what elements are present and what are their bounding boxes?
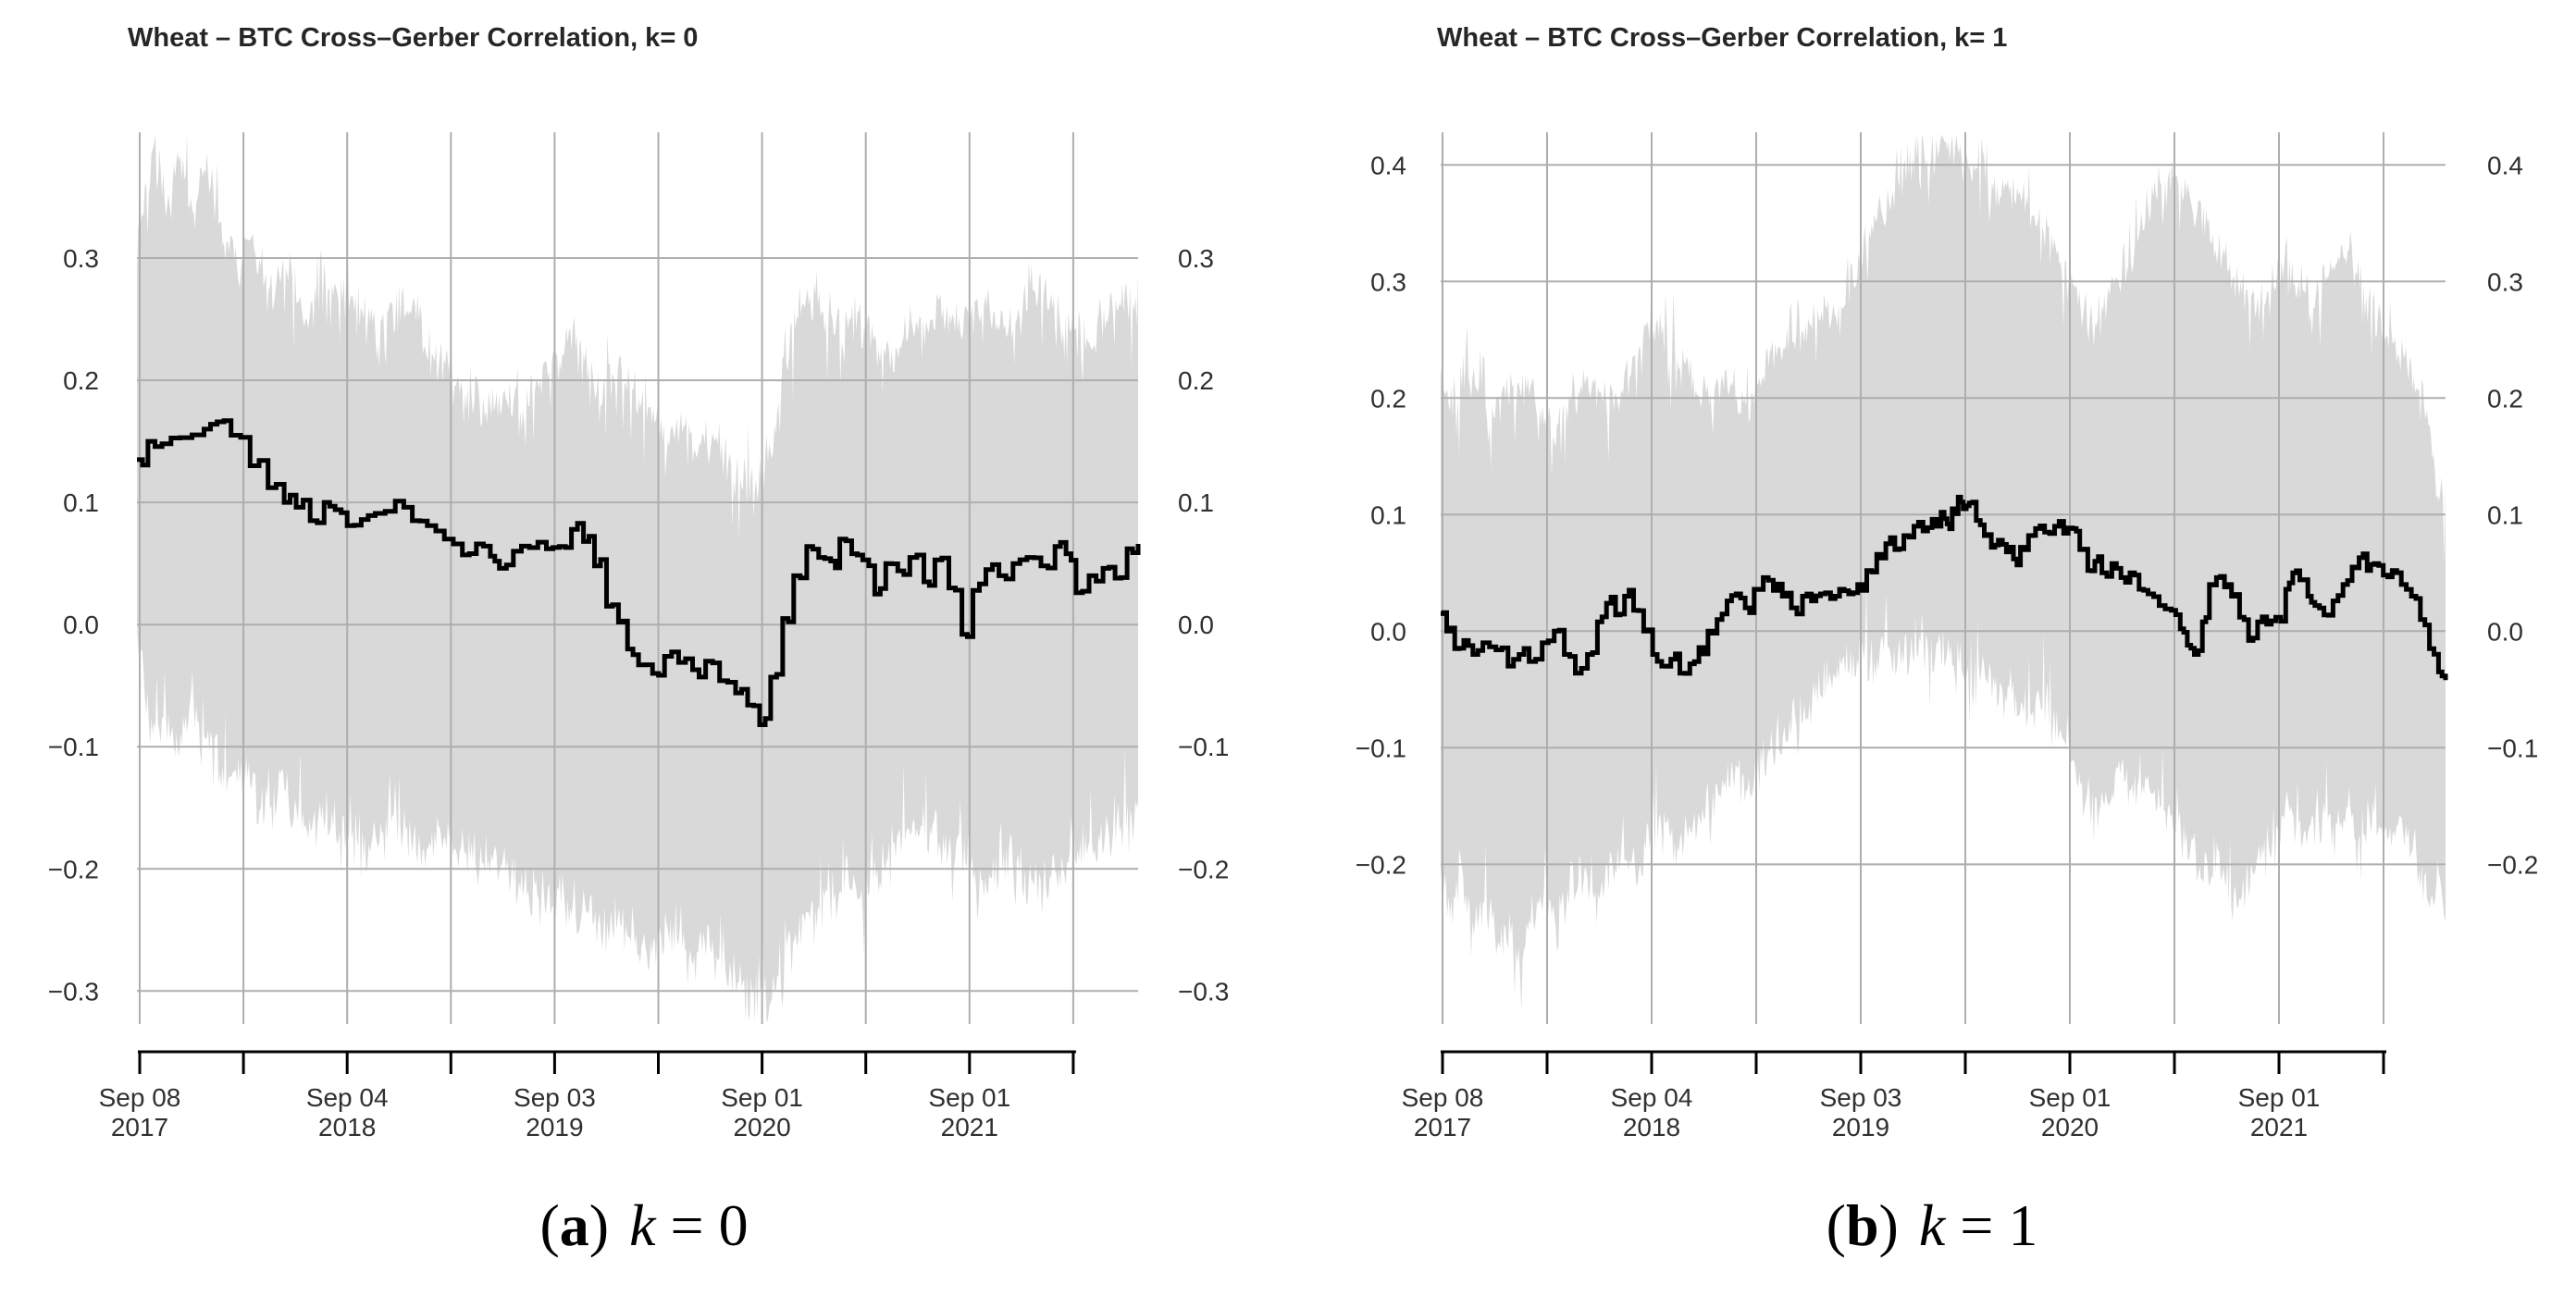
x-tick-label-date: Sep 03 [514, 1083, 596, 1112]
x-tick-label-date: Sep 01 [2238, 1083, 2321, 1112]
y-tick-label: 0.2 [1370, 384, 1406, 413]
y-tick-label: 0.2 [63, 366, 99, 395]
y-tick-label: 0.0 [1370, 617, 1406, 646]
y-tick-label: −0.1 [2487, 734, 2538, 762]
gridlines [1441, 132, 2446, 1024]
y-tick-label: 0.4 [2487, 151, 2523, 179]
x-tick-label-year: 2021 [941, 1113, 998, 1141]
y-tick-label: 0.2 [1178, 366, 1214, 395]
y-tick-label: 0.4 [1370, 151, 1406, 179]
x-tick-label-year: 2020 [2041, 1113, 2099, 1141]
x-tick-label-date: Sep 08 [99, 1083, 181, 1112]
caption-b-value: 1 [2008, 1192, 2038, 1258]
y-tick-label: −0.2 [2487, 850, 2538, 879]
y-tick-label: 0.1 [1178, 488, 1214, 517]
caption-a-open: ( [539, 1192, 560, 1258]
x-tick-label-year: 2021 [2250, 1113, 2308, 1141]
x-tick-label-date: Sep 01 [928, 1083, 1010, 1112]
y-tick-label: 0.1 [1370, 500, 1406, 529]
y-tick-label: 0.2 [2487, 384, 2523, 413]
x-axis [1441, 1050, 2386, 1074]
x-tick-label-date: Sep 04 [1611, 1083, 1693, 1112]
caption-b-letter: b [1845, 1192, 1879, 1258]
x-tick-label-date: Sep 04 [306, 1083, 389, 1112]
caption-a-value: 0 [718, 1192, 749, 1258]
confidence-band [137, 134, 1138, 1022]
chart-k0-figure: 0.3 0.2 0.1 0.0 −0.1 −0.2 −0.3 0.3 0.2 0.1 0.0 −0.1… [48, 23, 1230, 1141]
x-tick-label-year: 2018 [318, 1113, 376, 1141]
y-tick-label: 0.1 [2487, 500, 2523, 529]
caption-b: (b) k = 1 [1288, 1191, 2576, 1260]
y-tick-label: 0.0 [1178, 611, 1214, 639]
caption-a-close: ) [588, 1192, 610, 1258]
caption-a-equals: = [670, 1192, 704, 1258]
y-tick-label: 0.3 [2487, 267, 2523, 296]
x-tick-label-date: Sep 01 [721, 1083, 803, 1112]
y-tick-label: 0.3 [63, 244, 99, 273]
y-tick-label: −0.2 [1356, 850, 1406, 879]
y-tick-label: 0.0 [2487, 617, 2523, 646]
y-tick-label: −0.3 [1178, 977, 1229, 1006]
y-axis-labels-right: 0.3 0.2 0.1 0.0 −0.1 −0.2 −0.3 [1178, 244, 1229, 1006]
y-tick-label: −0.2 [48, 855, 99, 883]
caption-b-equals: = [1960, 1192, 1994, 1258]
chart-title: Wheat – BTC Cross–Gerber Correlation, k=… [128, 23, 698, 53]
x-tick-label-date: Sep 08 [1402, 1083, 1484, 1112]
x-tick-label-year: 2017 [1414, 1113, 1471, 1141]
caption-b-open: ( [1826, 1192, 1846, 1258]
y-axis-labels-right: 0.4 0.3 0.2 0.1 0.0 −0.1 −0.2 [2487, 151, 2538, 879]
chart-title: Wheat – BTC Cross–Gerber Correlation, k=… [1437, 23, 2007, 53]
y-axis-labels-left: 0.4 0.3 0.2 0.1 0.0 −0.1 −0.2 [1356, 151, 1406, 879]
correlation-line [1441, 494, 2448, 681]
x-tick-label-year: 2018 [1623, 1113, 1680, 1141]
y-tick-label: 0.3 [1178, 244, 1214, 273]
x-tick-label-date: Sep 03 [1820, 1083, 1902, 1112]
caption-b-close: ) [1878, 1192, 1899, 1258]
y-tick-label: −0.1 [1356, 734, 1406, 762]
x-tick-label-year: 2020 [733, 1113, 790, 1141]
y-tick-label: −0.3 [48, 977, 99, 1006]
chart-k1-figure: 0.4 0.3 0.2 0.1 0.0 −0.1 −0.2 0.4 0.3 0.2 0.1 0.0 −0… [1356, 23, 2539, 1141]
caption-a: (a) k = 0 [0, 1191, 1288, 1260]
caption-b-variable: k [1918, 1192, 1946, 1258]
caption-a-letter: a [559, 1192, 589, 1258]
x-tick-label-year: 2019 [526, 1113, 583, 1141]
y-tick-label: −0.1 [48, 733, 99, 761]
y-axis-labels-left: 0.3 0.2 0.1 0.0 −0.1 −0.2 −0.3 [48, 244, 99, 1006]
y-tick-label: −0.2 [1178, 855, 1229, 883]
x-axis [138, 1050, 1076, 1074]
y-tick-label: 0.1 [63, 488, 99, 517]
x-tick-label-year: 2019 [1832, 1113, 1889, 1141]
caption-a-variable: k [629, 1192, 656, 1258]
y-tick-label: 0.3 [1370, 267, 1406, 296]
confidence-band [1441, 134, 2446, 1013]
x-tick-label-date: Sep 01 [2029, 1083, 2112, 1112]
y-tick-label: 0.0 [63, 611, 99, 639]
y-tick-label: −0.1 [1178, 733, 1229, 761]
x-tick-label-year: 2017 [111, 1113, 168, 1141]
correlation-line [137, 418, 1141, 727]
